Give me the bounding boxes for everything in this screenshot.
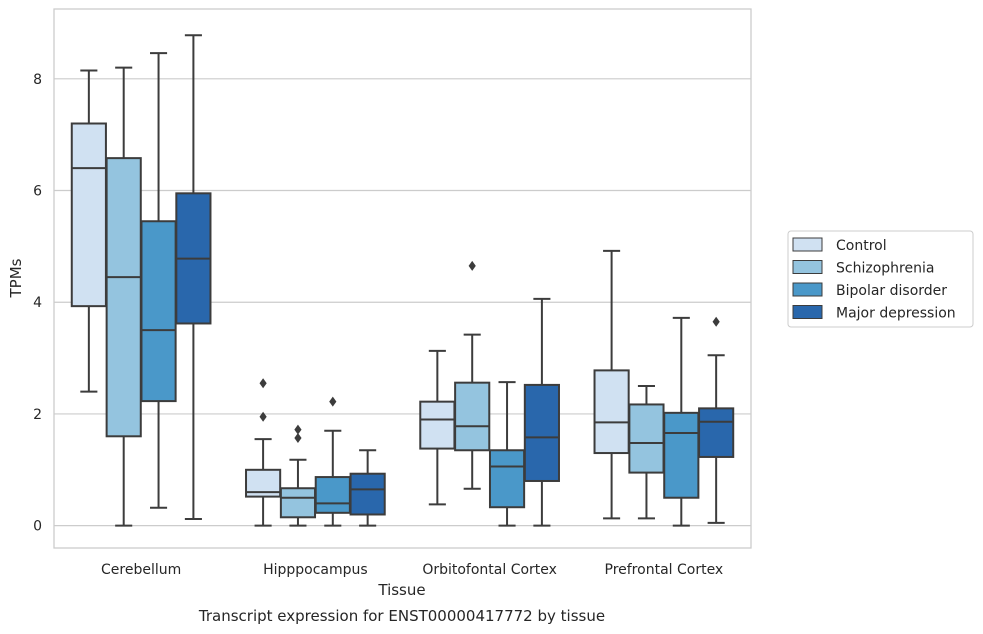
box-iqr	[70, 122, 107, 308]
box-schizophrenia	[105, 66, 142, 527]
box-iqr	[314, 476, 351, 514]
box-iqr	[628, 403, 665, 474]
legend: Control Schizophrenia Bipolar disorder Majo…	[787, 230, 974, 328]
chart-caption: Transcript expression for ENST0000041777…	[198, 607, 605, 625]
x-axis-title: Tissue	[377, 581, 425, 599]
y-axis-title: TPMs	[7, 258, 25, 298]
legend-swatch	[792, 282, 823, 297]
outlier-point	[294, 432, 302, 443]
legend-label: Schizophrenia	[836, 261, 934, 277]
y-tick-labels: 0 2 4 6 8	[33, 72, 42, 535]
y-tick-label: 8	[33, 72, 42, 88]
box-schizophrenia	[628, 385, 665, 520]
legend-label: Major depression	[836, 306, 956, 322]
outlier-point	[329, 396, 337, 407]
y-tick-label: 0	[33, 519, 42, 535]
box-iqr	[140, 220, 177, 403]
legend-swatch	[792, 237, 823, 252]
box-iqr	[488, 449, 526, 509]
box-iqr	[698, 407, 735, 458]
box-iqr	[279, 487, 317, 519]
outlier-point	[468, 260, 476, 271]
box-schizophrenia	[454, 260, 491, 490]
outlier-point	[712, 316, 720, 327]
x-tick-labels: Cerebellum Hipppocampus Orbitofontal Corte…	[101, 562, 723, 578]
box-iqr	[454, 381, 491, 452]
legend-frame	[787, 230, 974, 328]
box-iqr	[523, 383, 560, 482]
box-iqr	[419, 400, 456, 450]
x-tick-label: Hipppocampus	[263, 562, 368, 578]
box-control	[245, 378, 282, 527]
box-control	[70, 69, 107, 393]
box-bipolar-disorder	[663, 316, 700, 527]
y-tick-label: 2	[33, 407, 42, 423]
box-major-depression	[698, 316, 735, 524]
outlier-point	[259, 378, 267, 389]
y-tick-label: 6	[33, 184, 42, 200]
box-control	[419, 349, 456, 506]
legend-label: Bipolar disorder	[836, 283, 947, 299]
box-bipolar-disorder	[140, 52, 177, 509]
box-iqr	[349, 472, 386, 516]
outlier-point	[294, 424, 302, 435]
y-tick-label: 4	[33, 295, 42, 311]
box-major-depression	[175, 34, 212, 520]
x-tick-label: Orbitofontal Cortex	[422, 562, 557, 578]
outlier-point	[259, 411, 267, 422]
box-groups	[70, 34, 735, 527]
legend-swatch	[792, 260, 823, 274]
box-iqr	[663, 411, 700, 499]
x-tick-label: Cerebellum	[101, 562, 181, 578]
box-iqr	[105, 157, 142, 438]
legend-swatch	[792, 305, 823, 319]
box-control	[593, 249, 630, 520]
x-tick-label: Prefrontal Cortex	[605, 562, 724, 578]
box-bipolar-disorder	[488, 381, 526, 527]
box-major-depression	[523, 297, 560, 527]
box-major-depression	[349, 449, 386, 527]
legend-label: Control	[836, 238, 887, 254]
box-iqr	[593, 369, 630, 455]
